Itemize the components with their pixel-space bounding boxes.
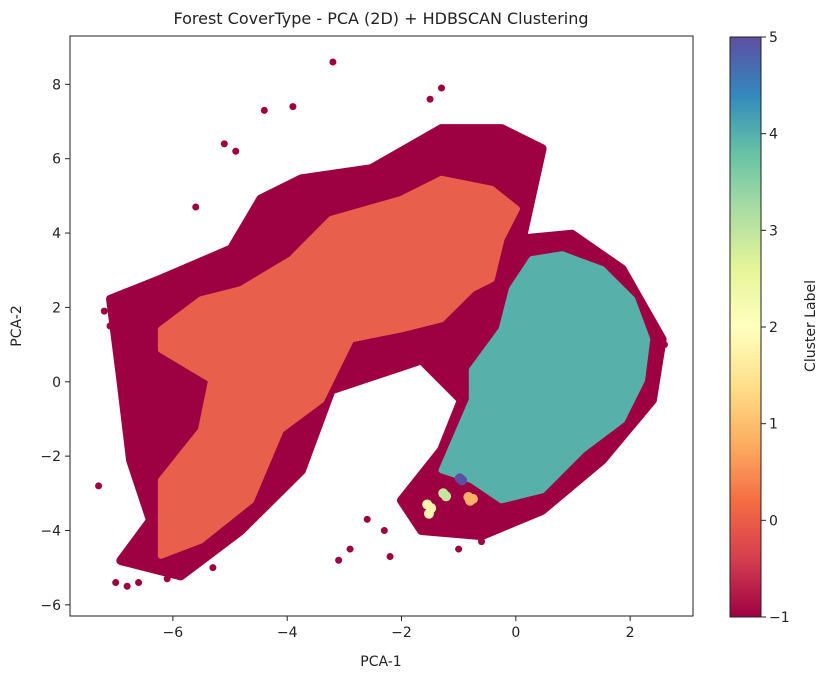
- cluster-1-point: [465, 495, 476, 506]
- cluster--1-point: [289, 103, 297, 111]
- cluster--1-point: [135, 579, 143, 587]
- plot-marks: [95, 58, 668, 590]
- cluster--1-point: [346, 545, 354, 553]
- cluster--1-point: [380, 526, 388, 534]
- x-axis-label: PCA-1: [360, 654, 401, 670]
- cluster--1-point: [489, 132, 497, 140]
- x-tick-label: 0: [511, 625, 520, 641]
- colorbar: [729, 36, 762, 618]
- cluster--1-point: [163, 575, 171, 583]
- x-tick-label: −6: [163, 625, 184, 641]
- cluster--1-point: [192, 203, 200, 211]
- cluster--1-point: [220, 140, 228, 148]
- colorbar-tick-label: 5: [769, 30, 778, 46]
- cluster--1-point: [209, 564, 217, 572]
- cluster--1-point: [106, 322, 114, 330]
- colorbar-tick-label: 3: [769, 223, 778, 239]
- chart-title: Forest CoverType - PCA (2D) + HDBSCAN Cl…: [173, 9, 588, 28]
- cluster--1-point: [112, 579, 120, 587]
- y-tick-label: 6: [52, 152, 61, 168]
- y-tick-label: 8: [52, 77, 61, 93]
- x-axis: −6 −4 −2 0 2: [163, 616, 635, 641]
- cluster-4-region: [438, 251, 651, 504]
- cluster--1-point: [426, 95, 434, 103]
- colorbar-tick-label: 0: [769, 513, 778, 529]
- cluster--1-point: [386, 553, 394, 561]
- y-tick-label: 0: [52, 375, 61, 391]
- x-tick-label: 2: [626, 625, 635, 641]
- y-tick-label: −4: [40, 523, 61, 539]
- x-tick-label: −2: [391, 625, 412, 641]
- x-tick-label: −4: [277, 625, 298, 641]
- cluster--1-point: [518, 144, 526, 152]
- cluster--1-point: [455, 545, 463, 553]
- cluster--1-point: [232, 147, 240, 155]
- cluster--1-point: [329, 58, 337, 66]
- colorbar-ticks: −1 0 1 2 3 4 5: [761, 30, 790, 626]
- cluster--1-point: [95, 482, 103, 490]
- cluster--1-point: [135, 367, 143, 375]
- cluster--1-point: [660, 341, 668, 349]
- y-tick-label: 4: [52, 226, 61, 242]
- cluster-5-point: [457, 475, 468, 486]
- cluster--1-point: [123, 582, 131, 590]
- y-tick-label: 2: [52, 300, 61, 316]
- cluster--1-point: [123, 434, 131, 442]
- colorbar-tick-label: −1: [769, 610, 790, 626]
- colorbar-tick-label: 2: [769, 320, 778, 336]
- cluster--1-point: [478, 538, 486, 546]
- cluster--1-point: [100, 307, 108, 315]
- cluster--1-point: [335, 556, 343, 564]
- y-tick-label: −2: [40, 449, 61, 465]
- cluster-0-region: [157, 175, 520, 559]
- colorbar-tick-label: 4: [769, 127, 778, 143]
- colorbar-label: Cluster Label: [803, 280, 819, 372]
- cluster-3-point: [441, 491, 452, 502]
- y-axis-label: PCA-2: [9, 305, 25, 346]
- plot-frame: [69, 35, 694, 617]
- cluster-2-point: [423, 508, 434, 519]
- cluster--1-point: [260, 106, 268, 114]
- y-axis: −6 −4 −2 0 2 4 6 8: [40, 77, 70, 614]
- cluster--1-point: [438, 84, 446, 92]
- y-tick-label: −6: [40, 598, 61, 614]
- colorbar-tick-label: 1: [769, 417, 778, 433]
- cluster--1-point: [363, 515, 371, 523]
